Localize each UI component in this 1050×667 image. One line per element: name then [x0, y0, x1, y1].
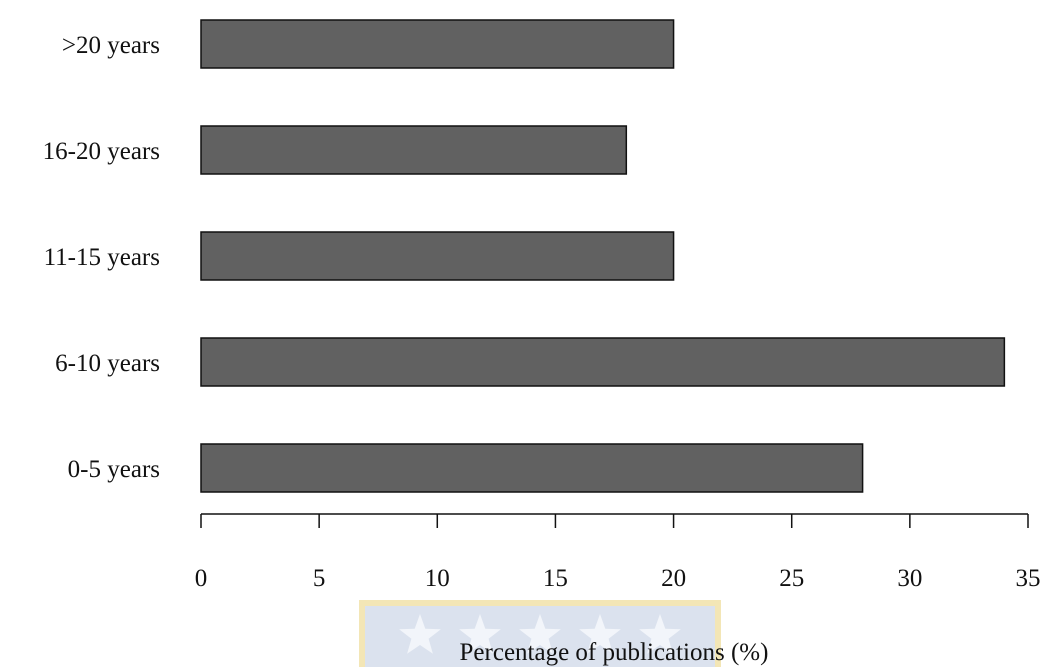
x-tick-label: 25 — [779, 565, 804, 592]
watermark-logo — [359, 600, 721, 667]
category-label: 6-10 years — [55, 350, 160, 377]
x-tick-label: 30 — [897, 565, 922, 592]
bar — [200, 443, 864, 493]
bar — [200, 125, 628, 175]
bar — [200, 19, 675, 69]
x-tick-label: 5 — [313, 565, 326, 592]
x-tick-label: 15 — [543, 565, 568, 592]
watermark-star-icon — [639, 614, 681, 654]
bar — [200, 337, 1006, 387]
category-labels: 0-5 years 6-10 years 11-15 years 16-20 year… — [43, 32, 160, 483]
bars — [200, 19, 1006, 493]
x-tick-label: 35 — [1016, 565, 1041, 592]
x-tick-label: 10 — [425, 565, 450, 592]
watermark-star-icon — [579, 614, 621, 654]
category-label: 0-5 years — [68, 456, 160, 483]
watermark-star-icon — [459, 614, 501, 654]
x-axis-title: Percentage of publications (%) — [460, 639, 769, 666]
category-label: 11-15 years — [44, 244, 160, 271]
watermark-star-icon — [399, 614, 441, 654]
x-tick-label: 20 — [661, 565, 686, 592]
bar — [200, 231, 675, 281]
category-label: >20 years — [62, 32, 160, 59]
category-label: 16-20 years — [43, 138, 160, 165]
x-axis: 0 5 10 15 20 25 30 35 — [195, 513, 1041, 592]
watermark-star-icon — [519, 614, 561, 654]
x-tick-label: 0 — [195, 565, 208, 592]
